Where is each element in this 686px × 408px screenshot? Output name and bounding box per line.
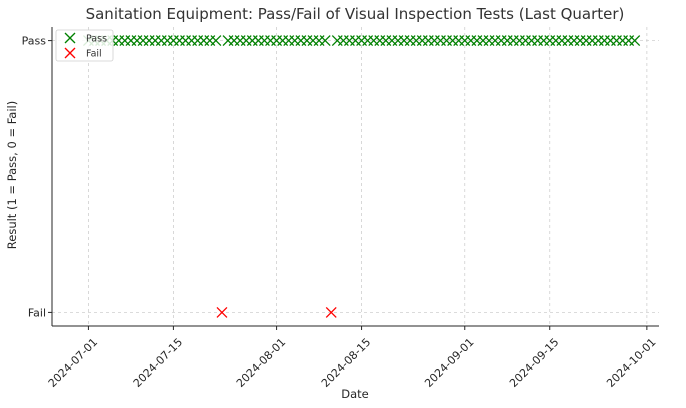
pass-marker [222, 35, 234, 47]
pass-marker [617, 35, 629, 47]
fail-marker [325, 306, 337, 318]
pass-marker [137, 35, 149, 47]
legend-marker-pass [64, 32, 76, 44]
pass-marker [119, 35, 131, 47]
pass-marker [161, 35, 173, 47]
legend-label-pass: Pass [86, 34, 107, 45]
x-tick-label: 2024-09-15 [507, 336, 561, 390]
pass-marker [125, 35, 137, 47]
pass-marker [167, 35, 179, 47]
y-axis-ticks: Fail Pass [22, 35, 52, 319]
legend: Pass Fail [55, 29, 114, 62]
pass-marker [246, 35, 258, 47]
pass-marker [228, 35, 240, 47]
pass-marker [174, 35, 185, 47]
pass-marker [623, 35, 635, 47]
x-tick-label: 2024-09-01 [422, 336, 476, 390]
pass-marker [113, 35, 125, 47]
legend-marker-fail [64, 47, 76, 59]
y-tick-label: Fail [28, 306, 46, 319]
x-axis-label: Date [341, 387, 369, 401]
pass-marker [210, 35, 222, 47]
legend-label-fail: Fail [86, 49, 102, 60]
pass-marker [240, 35, 252, 47]
grid [52, 27, 659, 326]
pass-marker [186, 35, 198, 47]
pass-marker [198, 35, 210, 47]
pass-marker [252, 35, 264, 47]
y-axis-label: Result (1 = Pass, 0 = Fail) [5, 101, 19, 249]
y-tick-label: Pass [22, 35, 47, 48]
pass-marker [204, 35, 216, 47]
pass-marker [149, 35, 161, 47]
x-tick-label: 2024-08-15 [319, 336, 373, 390]
pass-marker [143, 35, 155, 47]
pass-marker [611, 35, 622, 47]
pass-marker [258, 35, 270, 47]
pass-marker [180, 35, 191, 47]
pass-marker [234, 35, 246, 47]
pass-marker [131, 35, 143, 47]
pass-marker [192, 35, 204, 47]
x-axis-ticks: 2024-07-01 2024-07-15 2024-08-01 2024-08-15… [46, 326, 659, 390]
chart-title: Sanitation Equipment: Pass/Fail of Visua… [86, 5, 625, 23]
x-tick-label: 2024-07-15 [131, 336, 185, 390]
pass-marker [629, 35, 641, 47]
pass-marker [155, 35, 167, 47]
x-tick-label: 2024-08-01 [234, 336, 288, 390]
x-tick-label: 2024-07-01 [46, 336, 100, 390]
pass-marker [319, 35, 331, 47]
x-tick-label: 2024-10-01 [604, 336, 658, 390]
fail-marker [216, 306, 228, 318]
axes [51, 27, 659, 327]
